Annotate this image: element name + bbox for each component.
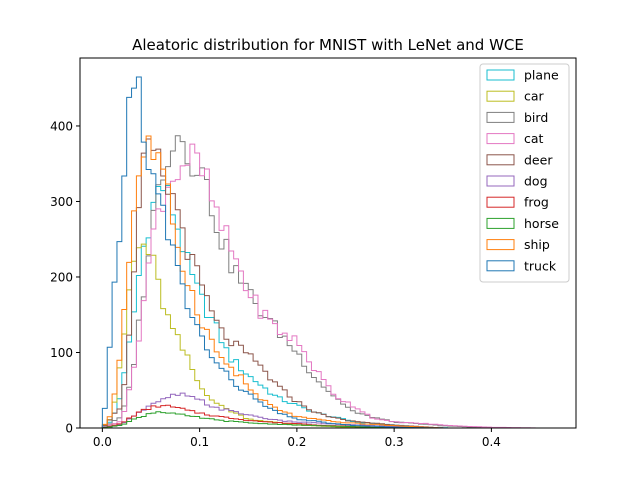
series-step-dog — [101, 392, 448, 429]
series-step-truck — [101, 76, 448, 429]
legend-swatch-horse — [486, 217, 515, 229]
legend-label-plane: plane — [524, 68, 559, 83]
x-tick-label: 0.2 — [287, 435, 306, 449]
legend-swatch-cat — [486, 133, 515, 145]
legend-label-car: car — [524, 89, 545, 104]
series-step-horse — [101, 411, 399, 429]
legend-label-truck: truck — [524, 258, 557, 273]
chart-title: Aleatoric distribution for MNIST with Le… — [132, 36, 524, 54]
legend-swatch-frog — [486, 196, 515, 208]
x-tick-label: 0.3 — [385, 435, 404, 449]
legend: plane car bird cat deer dog frog horse ship truck — [479, 63, 570, 283]
axes-frame — [79, 57, 577, 429]
legend-label-dog: dog — [524, 174, 548, 189]
legend-label-frog: frog — [524, 195, 549, 210]
y-tick-label: 200 — [50, 270, 73, 284]
legend-label-ship: ship — [524, 237, 550, 252]
legend-label-horse: horse — [524, 216, 559, 231]
plot-series — [101, 76, 545, 429]
y-tick-label: 300 — [50, 195, 73, 209]
legend-swatch-ship — [486, 239, 515, 251]
x-tick-label: 0.4 — [482, 435, 501, 449]
legend-box — [479, 63, 570, 283]
series-step-deer — [101, 138, 448, 429]
legend-label-bird: bird — [524, 110, 548, 125]
series-step-cat — [101, 143, 545, 429]
x-tick-label: 0.1 — [190, 435, 209, 449]
legend-swatch-deer — [486, 154, 515, 166]
legend-swatch-plane — [486, 69, 515, 81]
legend-label-deer: deer — [524, 152, 553, 167]
y-tick-label: 0 — [65, 422, 73, 436]
y-axis: 0 100 200 300 400 — [50, 119, 80, 436]
series-step-ship — [101, 135, 448, 429]
x-axis: 0.0 0.1 0.2 0.3 0.4 — [93, 428, 501, 449]
legend-swatch-dog — [486, 175, 515, 187]
y-tick-label: 100 — [50, 346, 73, 360]
y-tick-label: 400 — [50, 119, 73, 133]
legend-swatch-truck — [486, 260, 515, 272]
legend-label-cat: cat — [524, 131, 544, 146]
legend-swatch-bird — [486, 111, 515, 123]
x-tick-label: 0.0 — [93, 435, 112, 449]
legend-swatch-car — [486, 90, 515, 102]
